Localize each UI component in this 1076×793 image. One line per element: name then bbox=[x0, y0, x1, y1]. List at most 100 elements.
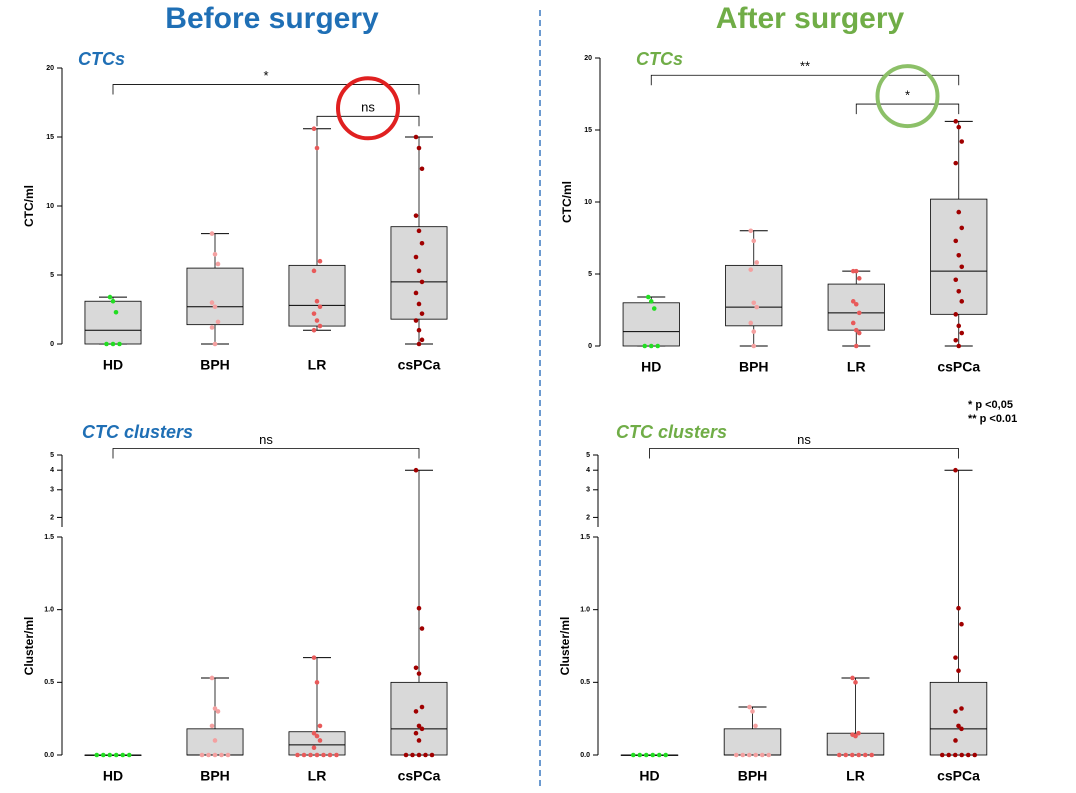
data-point bbox=[946, 752, 952, 758]
y-tick-label: 5 bbox=[588, 271, 592, 278]
data-point bbox=[107, 752, 113, 758]
y-tick-label: 0.5 bbox=[580, 679, 590, 686]
sig-label: ns bbox=[797, 432, 811, 447]
data-point bbox=[956, 668, 961, 674]
data-point bbox=[836, 752, 842, 758]
data-point bbox=[956, 124, 962, 130]
data-point bbox=[311, 268, 317, 274]
data-point bbox=[655, 343, 661, 349]
data-point bbox=[959, 264, 965, 270]
data-point bbox=[849, 752, 855, 758]
sig-bracket bbox=[650, 74, 960, 86]
sig-label: * bbox=[263, 68, 268, 83]
sig-note: ** p <0.01 bbox=[968, 413, 1017, 425]
data-point bbox=[314, 318, 320, 323]
box bbox=[390, 681, 448, 756]
header-right: After surgery bbox=[716, 2, 905, 35]
data-point bbox=[413, 730, 419, 736]
data-point bbox=[416, 327, 422, 333]
data-point bbox=[416, 752, 422, 758]
data-point bbox=[301, 752, 307, 758]
data-point bbox=[413, 213, 419, 218]
y-tick-label: 5 bbox=[586, 452, 590, 459]
x-tick-label: LR bbox=[308, 357, 327, 373]
data-point bbox=[645, 294, 651, 300]
data-point bbox=[959, 726, 964, 732]
x-tick-label: HD bbox=[641, 359, 661, 375]
data-point bbox=[327, 752, 333, 758]
data-point bbox=[413, 467, 419, 473]
x-tick-label: LR bbox=[846, 768, 865, 784]
data-point bbox=[104, 341, 109, 347]
data-point bbox=[113, 309, 119, 315]
data-point bbox=[663, 752, 669, 758]
data-point bbox=[856, 752, 862, 758]
data-point bbox=[850, 299, 856, 304]
data-point bbox=[959, 139, 965, 144]
data-point bbox=[317, 323, 323, 329]
data-point bbox=[850, 320, 856, 326]
data-point bbox=[953, 277, 959, 283]
data-point bbox=[419, 337, 425, 343]
data-point bbox=[413, 254, 419, 260]
y-tick-label: 3 bbox=[50, 487, 54, 494]
data-point bbox=[113, 752, 119, 758]
data-point bbox=[748, 228, 754, 234]
sig-bracket bbox=[112, 448, 420, 459]
x-tick-label: csPCa bbox=[937, 768, 980, 784]
data-point bbox=[650, 752, 656, 758]
data-point bbox=[311, 745, 317, 751]
y-tick-label: 10 bbox=[584, 199, 592, 206]
data-point bbox=[953, 738, 958, 743]
data-point bbox=[212, 738, 218, 743]
data-point bbox=[334, 752, 339, 758]
box bbox=[725, 264, 783, 327]
data-point bbox=[295, 752, 300, 758]
data-point bbox=[212, 706, 218, 711]
data-point bbox=[853, 733, 858, 739]
data-point bbox=[120, 752, 126, 758]
data-point bbox=[419, 626, 425, 631]
box bbox=[622, 302, 680, 347]
sig-label: ns bbox=[259, 432, 273, 447]
data-point bbox=[853, 301, 859, 307]
data-point bbox=[856, 730, 861, 736]
data-point bbox=[856, 310, 862, 316]
data-point bbox=[311, 327, 317, 333]
x-tick-label: HD bbox=[639, 768, 659, 784]
data-point bbox=[416, 738, 422, 743]
sig-bracket bbox=[855, 103, 960, 115]
data-point bbox=[311, 311, 317, 316]
data-point bbox=[209, 325, 215, 330]
data-point bbox=[321, 752, 326, 758]
data-point bbox=[869, 752, 875, 758]
data-point bbox=[753, 752, 759, 758]
data-point bbox=[953, 467, 958, 473]
data-point bbox=[117, 341, 122, 347]
data-point bbox=[413, 290, 419, 296]
y-tick-label: 15 bbox=[46, 134, 54, 141]
panel-title: CTCs bbox=[636, 49, 683, 69]
x-tick-label: LR bbox=[847, 359, 866, 375]
box bbox=[723, 728, 782, 756]
data-point bbox=[126, 752, 132, 758]
data-point bbox=[853, 327, 859, 333]
x-tick-label: LR bbox=[308, 768, 327, 784]
y-tick-label: 2 bbox=[50, 514, 54, 521]
data-point bbox=[751, 300, 757, 306]
y-tick-label: 3 bbox=[586, 487, 590, 494]
data-point bbox=[850, 675, 855, 681]
y-tick-label: 1.5 bbox=[44, 534, 54, 541]
data-point bbox=[953, 119, 959, 124]
data-point bbox=[311, 126, 317, 132]
data-point bbox=[416, 268, 422, 274]
data-point bbox=[956, 252, 962, 258]
data-point bbox=[212, 304, 218, 310]
data-point bbox=[308, 752, 313, 758]
data-point bbox=[751, 238, 757, 244]
data-point bbox=[953, 160, 959, 166]
data-point bbox=[643, 752, 649, 758]
data-point bbox=[856, 276, 862, 281]
data-point bbox=[759, 752, 765, 758]
data-point bbox=[953, 655, 958, 660]
